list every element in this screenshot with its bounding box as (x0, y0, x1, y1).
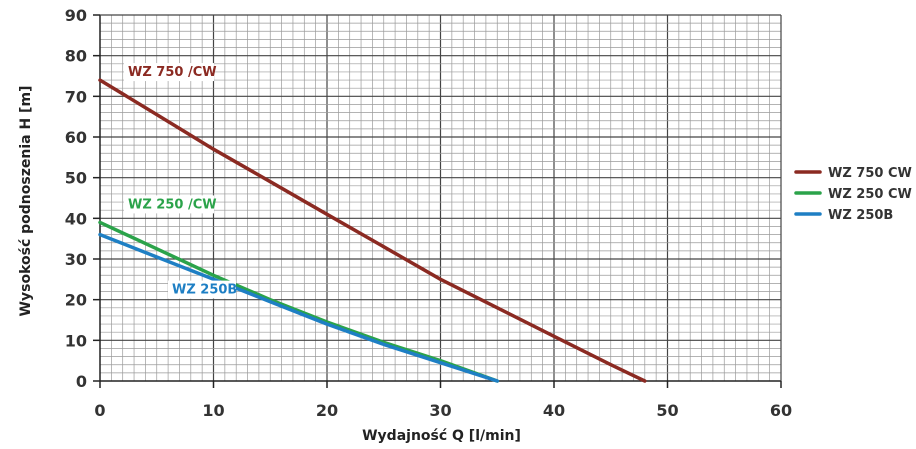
legend-label: WZ 250B (828, 208, 893, 223)
y-tick-label: 20 (65, 291, 87, 310)
plot-axes: 0 10 20 30 40 50 60 70 80 90 0 10 20 30 40 50 60 (65, 6, 792, 420)
y-tick-label: 70 (65, 87, 87, 106)
y-tick-label: 40 (65, 209, 87, 228)
legend-label: WZ 250 CW (828, 187, 912, 202)
x-axis-title: Wydajność Q [l/min] (362, 428, 521, 444)
callout-background (124, 63, 214, 82)
x-tick-label: 60 (770, 401, 792, 420)
series-lines (98, 78, 647, 383)
legend: WZ 750 CW WZ 250 CW WZ 250B (794, 166, 912, 223)
series-callout-label: WZ 250B (172, 283, 237, 298)
x-tick-label: 40 (543, 401, 565, 420)
y-tick-label: 80 (65, 47, 87, 66)
x-tick-label: 20 (316, 401, 338, 420)
series-line (98, 220, 500, 383)
x-tick-label: 30 (429, 401, 451, 420)
y-axis-title: Wysokość podnoszenia H [m] (18, 86, 34, 317)
y-tick-label: 50 (65, 169, 87, 188)
x-tick-label: 0 (94, 401, 105, 420)
x-tick-label: 50 (656, 401, 678, 420)
series-callout-label: WZ 750 /CW (128, 65, 217, 80)
y-tick-label: 90 (65, 6, 87, 25)
legend-label: WZ 750 CW (828, 166, 912, 181)
y-tick-label: 0 (76, 372, 87, 391)
series-callout-label: WZ 250 /CW (128, 197, 217, 212)
callout-background (124, 195, 214, 214)
y-tick-label: 10 (65, 331, 87, 350)
series-line (98, 78, 647, 383)
y-tick-label: 30 (65, 250, 87, 269)
callout-background (168, 280, 236, 299)
y-tick-label: 60 (65, 128, 87, 147)
x-tick-label: 10 (202, 401, 224, 420)
series-callouts: WZ 750 /CW WZ 250 /CW WZ 250B (124, 63, 237, 299)
series-line (98, 232, 500, 383)
